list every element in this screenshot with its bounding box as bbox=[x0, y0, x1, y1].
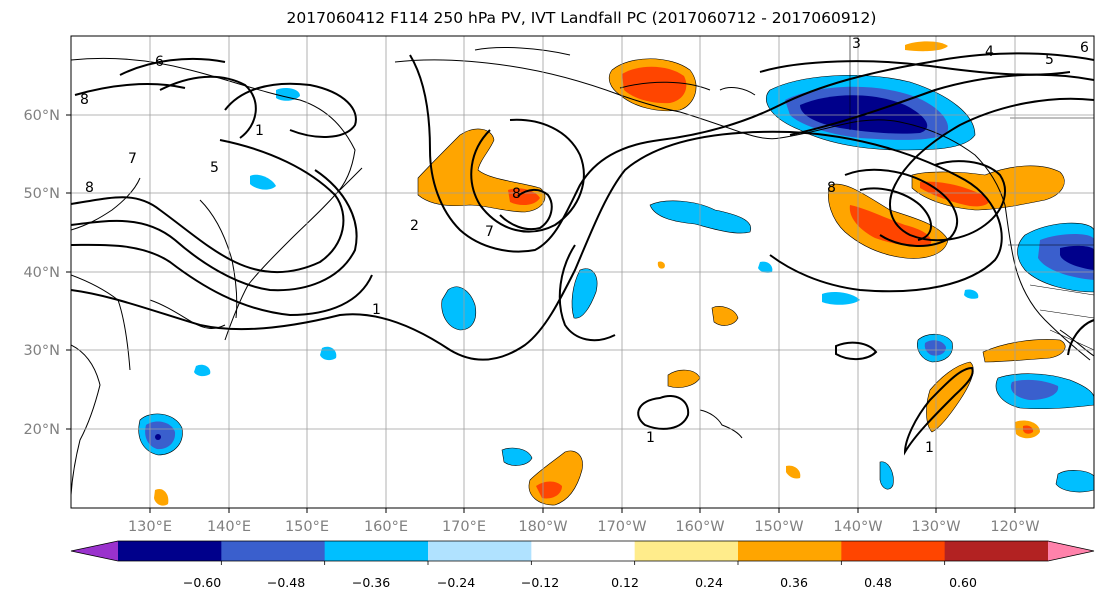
lon-label: 120°W bbox=[990, 519, 1039, 535]
colorbar-swatch bbox=[118, 541, 222, 561]
colorbar-swatch bbox=[221, 541, 326, 561]
lat-label-20n: 20°N bbox=[23, 422, 60, 438]
colorbar-swatch bbox=[428, 541, 532, 561]
colorbar-tick-label: −0.36 bbox=[352, 575, 390, 590]
colorbar bbox=[70, 540, 1095, 565]
lat-label-60n: 60°N bbox=[23, 108, 60, 124]
lon-label: 180°W bbox=[518, 519, 567, 535]
lat-label-40n: 40°N bbox=[23, 265, 60, 281]
colorbar-tick-label: 0.12 bbox=[611, 575, 639, 590]
colorbar-tick-label: 0.48 bbox=[864, 575, 892, 590]
svg-text:8: 8 bbox=[80, 92, 89, 108]
colorbar-swatch bbox=[531, 541, 636, 561]
lon-label: 130°W bbox=[911, 519, 960, 535]
colorbar-swatch bbox=[324, 541, 429, 561]
lon-label: 140°E bbox=[207, 519, 251, 535]
colorbar-tick-label: −0.24 bbox=[437, 575, 475, 590]
svg-text:7: 7 bbox=[128, 151, 137, 167]
lon-label: 140°W bbox=[833, 519, 882, 535]
colorbar-extend-low bbox=[71, 541, 118, 561]
svg-text:5: 5 bbox=[210, 160, 219, 176]
colorbar-extend-high bbox=[1048, 541, 1094, 561]
colorbar-swatch bbox=[841, 541, 946, 561]
map-title: 2017060412 F114 250 hPa PV, IVT Landfall… bbox=[286, 9, 877, 27]
svg-text:6: 6 bbox=[155, 54, 164, 70]
svg-text:8: 8 bbox=[827, 180, 836, 196]
lon-label: 170°E bbox=[442, 519, 486, 535]
gridlines bbox=[71, 36, 1094, 508]
lon-label: 150°E bbox=[285, 519, 329, 535]
svg-text:1: 1 bbox=[646, 430, 655, 446]
contour-labels: 8 6 7 5 8 1 2 7 8 1 1 1 4 3 5 6 8 bbox=[80, 36, 1089, 456]
axis-ticks bbox=[66, 114, 1016, 513]
colorbar-tick-label: 0.36 bbox=[780, 575, 808, 590]
colorbar-tick-label: 0.24 bbox=[695, 575, 723, 590]
lon-label: 130°E bbox=[128, 519, 172, 535]
lon-label: 160°E bbox=[364, 519, 408, 535]
lat-label-50n: 50°N bbox=[23, 186, 60, 202]
lon-label: 170°W bbox=[597, 519, 646, 535]
latitude-labels: 60°N 50°N 40°N 30°N 20°N bbox=[23, 108, 60, 438]
colorbar-tick-label: −0.48 bbox=[267, 575, 305, 590]
colorbar-swatch bbox=[738, 541, 842, 561]
colorbar-swatch bbox=[944, 541, 1049, 561]
svg-text:1: 1 bbox=[372, 302, 381, 318]
colorbar-tick-label: 0.60 bbox=[949, 575, 977, 590]
lon-label: 150°W bbox=[754, 519, 803, 535]
lon-label: 160°W bbox=[675, 519, 724, 535]
svg-text:3: 3 bbox=[852, 36, 861, 52]
svg-text:1: 1 bbox=[925, 440, 934, 456]
svg-text:6: 6 bbox=[1080, 40, 1089, 56]
svg-text:4: 4 bbox=[985, 44, 994, 60]
colorbar-outline bbox=[70, 540, 1095, 562]
longitude-labels: 130°E 140°E 150°E 160°E 170°E 180°W 170°… bbox=[128, 519, 1040, 535]
colorbar-tick-label: −0.60 bbox=[183, 575, 221, 590]
svg-text:8: 8 bbox=[85, 180, 94, 196]
svg-text:1: 1 bbox=[255, 123, 264, 139]
svg-text:2: 2 bbox=[410, 218, 419, 234]
lat-label-30n: 30°N bbox=[23, 343, 60, 359]
colorbar-tick-label: −0.12 bbox=[521, 575, 559, 590]
svg-text:8: 8 bbox=[512, 186, 521, 202]
colorbar-tick-labels: −0.60 −0.48 −0.36 −0.24 −0.12 0.12 0.24 … bbox=[183, 575, 977, 590]
svg-text:5: 5 bbox=[1045, 52, 1054, 68]
colorbar-swatch bbox=[634, 541, 739, 561]
svg-text:7: 7 bbox=[485, 224, 494, 240]
pv-contours bbox=[71, 52, 1094, 456]
